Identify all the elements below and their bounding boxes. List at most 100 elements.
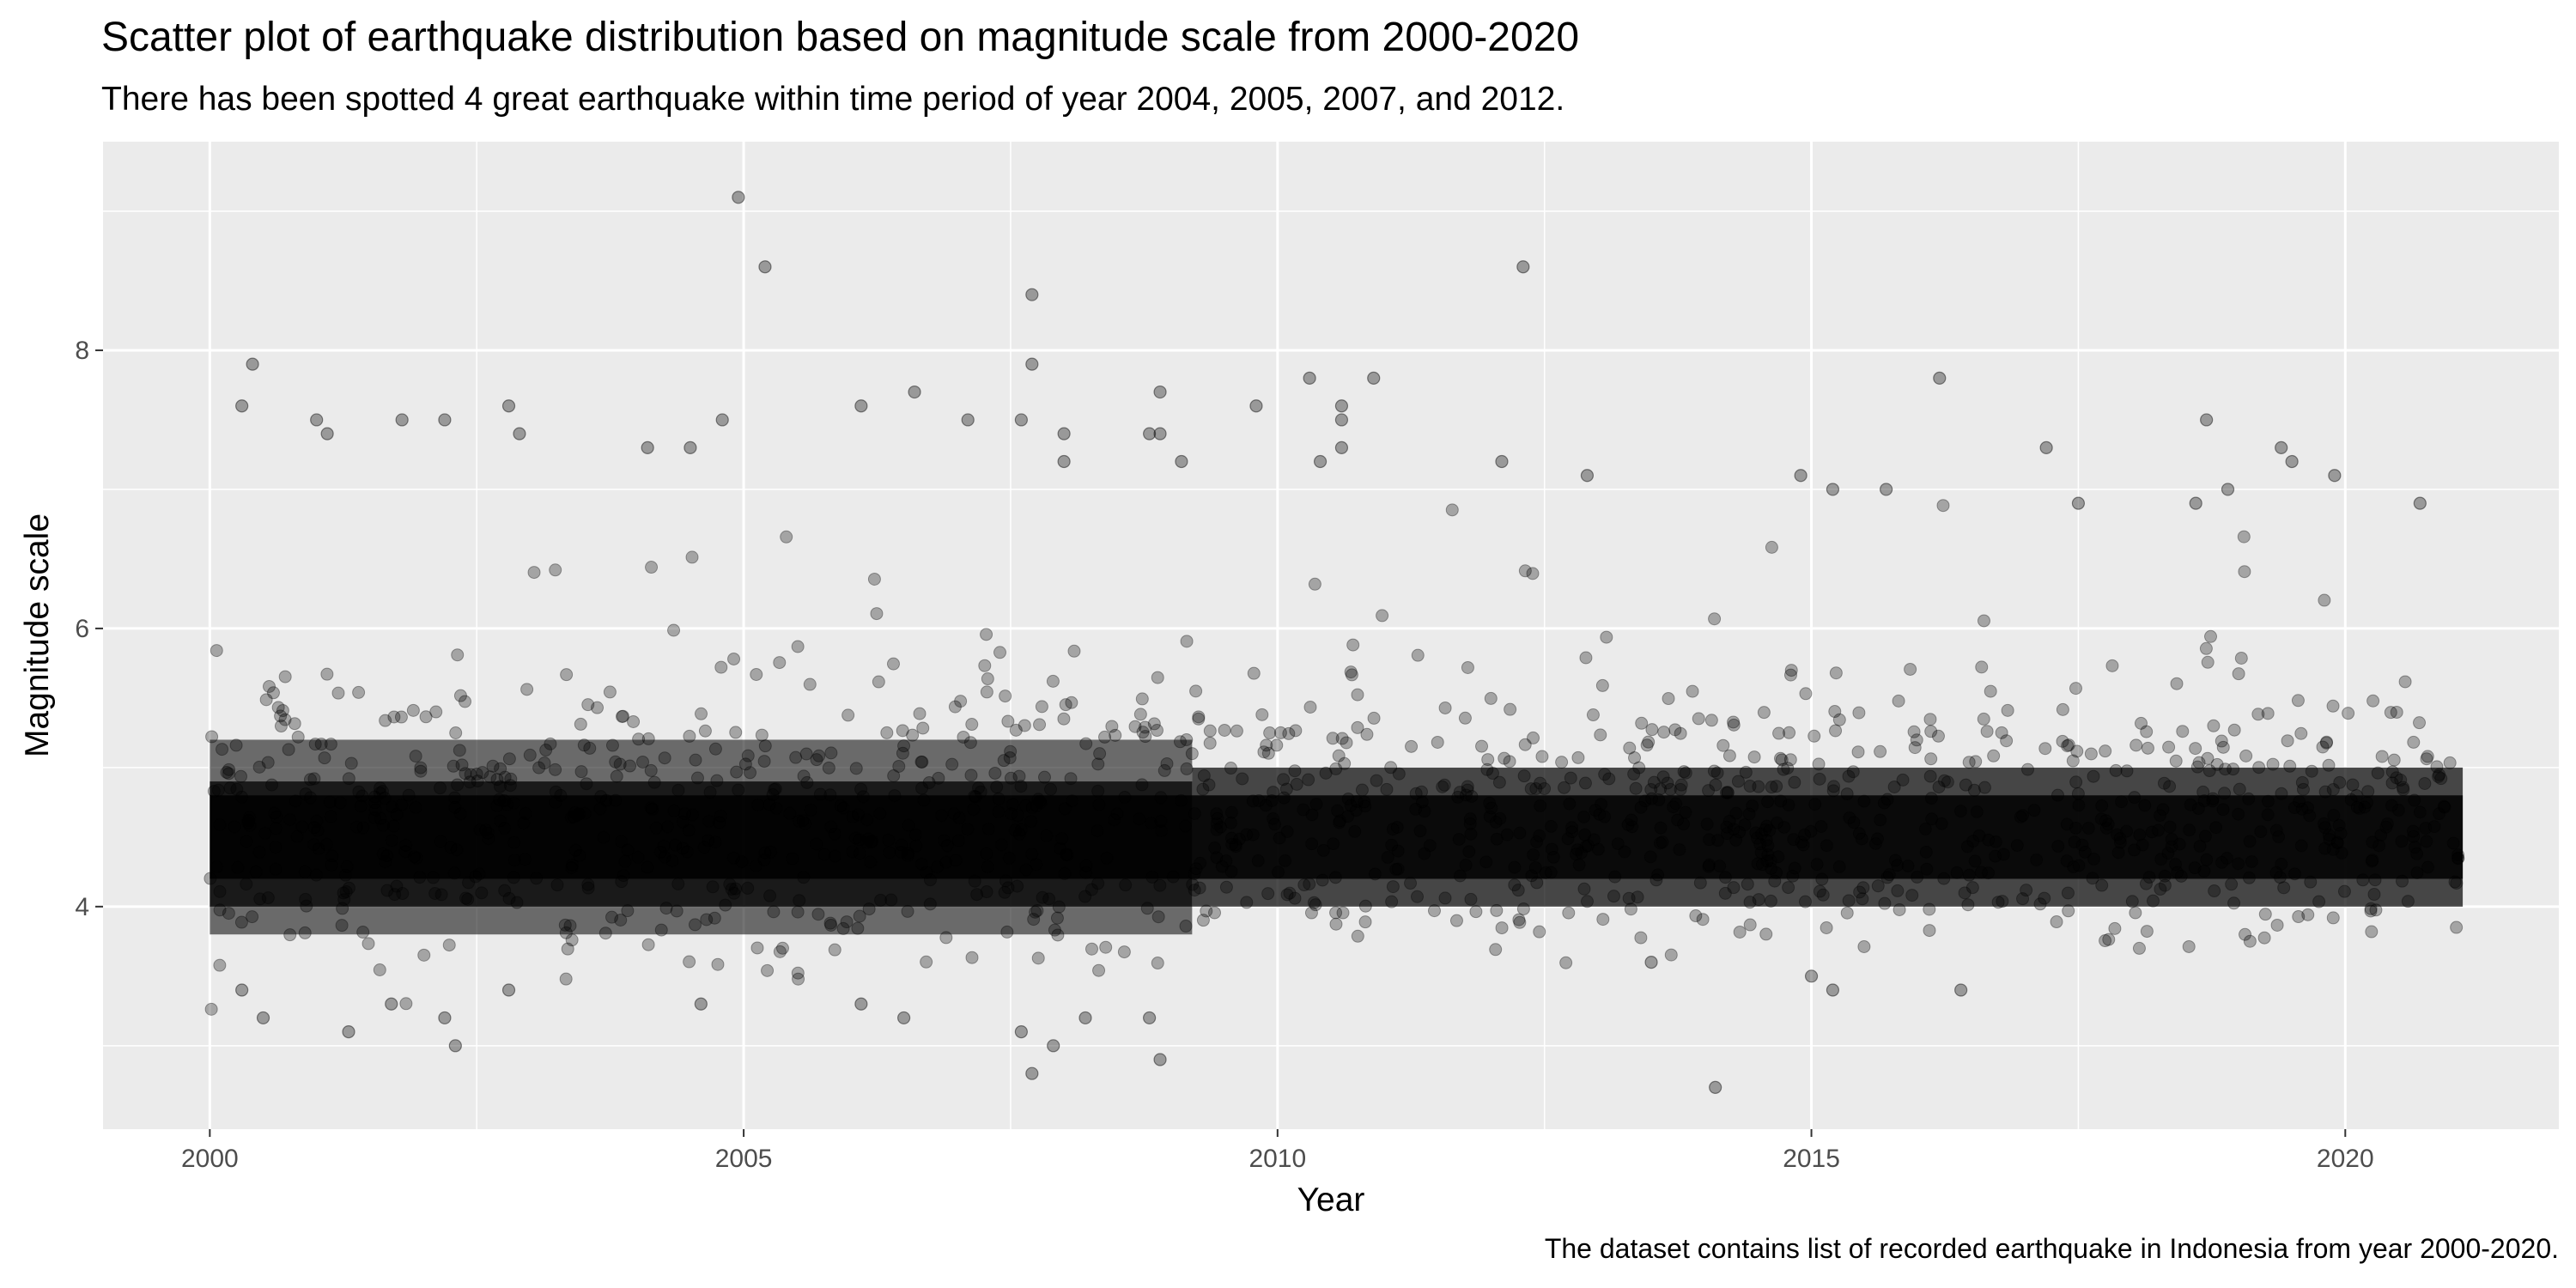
data-point bbox=[243, 819, 257, 833]
y-tick-label: 6 bbox=[75, 615, 89, 643]
data-point bbox=[1932, 781, 1946, 794]
data-point bbox=[1147, 717, 1161, 731]
data-point bbox=[1143, 427, 1157, 440]
data-point bbox=[1145, 817, 1158, 830]
data-point bbox=[1493, 811, 1507, 825]
data-point bbox=[308, 738, 322, 751]
data-point bbox=[1189, 684, 1203, 698]
data-point bbox=[1796, 838, 1810, 852]
data-point bbox=[1710, 766, 1724, 780]
data-point bbox=[758, 846, 772, 860]
data-point bbox=[732, 783, 745, 797]
data-point bbox=[2191, 802, 2205, 816]
data-point bbox=[822, 761, 835, 775]
data-point bbox=[1036, 890, 1049, 904]
data-point bbox=[949, 854, 963, 867]
data-point bbox=[1288, 891, 1302, 905]
data-point bbox=[2176, 725, 2190, 738]
data-point bbox=[1788, 775, 1801, 789]
data-point bbox=[268, 806, 282, 820]
data-point bbox=[2216, 740, 2230, 754]
data-point bbox=[1051, 928, 1065, 942]
data-point bbox=[653, 845, 667, 859]
data-point bbox=[1349, 804, 1363, 817]
data-point bbox=[2361, 785, 2375, 799]
data-point bbox=[1618, 845, 1631, 859]
data-point bbox=[1679, 766, 1692, 780]
data-point bbox=[1186, 878, 1200, 891]
data-point bbox=[2094, 812, 2108, 826]
data-point bbox=[1019, 863, 1033, 877]
data-point bbox=[578, 806, 592, 820]
data-point bbox=[1524, 782, 1538, 796]
data-point bbox=[1703, 858, 1716, 872]
data-point bbox=[481, 826, 495, 840]
data-point bbox=[1414, 785, 1428, 799]
data-point bbox=[965, 951, 979, 964]
data-point bbox=[695, 707, 708, 720]
data-point bbox=[1722, 749, 1736, 762]
data-point bbox=[685, 550, 699, 564]
data-point bbox=[1784, 664, 1798, 677]
data-point bbox=[1539, 866, 1552, 879]
data-point bbox=[1783, 726, 1796, 739]
data-point bbox=[1153, 1053, 1167, 1066]
data-point bbox=[1437, 778, 1451, 792]
data-point bbox=[1516, 260, 1530, 274]
data-point bbox=[1991, 896, 2005, 909]
data-point bbox=[235, 399, 249, 413]
data-point bbox=[1249, 399, 1263, 413]
data-point bbox=[2257, 931, 2271, 945]
data-point bbox=[1303, 701, 1317, 714]
data-point bbox=[1593, 807, 1607, 821]
data-point bbox=[434, 888, 448, 902]
data-point bbox=[1333, 816, 1346, 829]
data-point bbox=[789, 750, 803, 764]
data-point bbox=[1664, 948, 1678, 962]
data-point bbox=[1856, 881, 1870, 895]
data-point bbox=[2283, 759, 2297, 773]
data-point bbox=[2330, 835, 2344, 849]
data-point bbox=[1079, 866, 1093, 879]
data-point bbox=[1770, 780, 1783, 793]
data-point bbox=[1405, 739, 1419, 753]
data-point bbox=[1828, 705, 1842, 719]
data-point bbox=[1386, 823, 1400, 836]
data-point bbox=[1739, 765, 1753, 779]
data-point bbox=[671, 783, 685, 797]
data-point bbox=[2038, 891, 2051, 905]
data-point bbox=[621, 843, 635, 857]
data-point bbox=[1924, 752, 1938, 766]
data-point bbox=[1852, 706, 1866, 720]
data-point bbox=[2174, 869, 2188, 883]
data-point bbox=[1257, 745, 1271, 759]
data-point bbox=[246, 357, 259, 371]
data-point bbox=[325, 849, 339, 863]
data-point bbox=[2109, 763, 2123, 777]
data-point bbox=[1329, 917, 1343, 931]
x-tick-label: 2010 bbox=[1249, 1145, 1306, 1173]
data-point bbox=[344, 756, 358, 770]
data-point bbox=[758, 739, 772, 753]
data-point bbox=[1225, 837, 1239, 851]
data-point bbox=[897, 739, 911, 753]
data-point bbox=[1954, 983, 1968, 997]
data-point bbox=[2232, 857, 2245, 871]
data-point bbox=[1746, 799, 1759, 813]
data-point bbox=[532, 761, 546, 775]
data-point bbox=[388, 888, 402, 902]
data-point bbox=[2069, 682, 2082, 696]
data-point bbox=[2251, 708, 2265, 721]
data-point bbox=[1048, 923, 1061, 937]
data-point bbox=[641, 440, 654, 454]
data-point bbox=[1625, 813, 1638, 827]
data-point bbox=[1674, 782, 1687, 796]
data-point bbox=[352, 785, 366, 799]
data-point bbox=[1008, 823, 1022, 837]
data-point bbox=[750, 667, 763, 681]
data-point bbox=[490, 799, 504, 812]
data-point bbox=[314, 738, 328, 751]
data-point bbox=[340, 860, 354, 873]
data-point bbox=[980, 885, 993, 899]
data-point bbox=[386, 819, 400, 833]
